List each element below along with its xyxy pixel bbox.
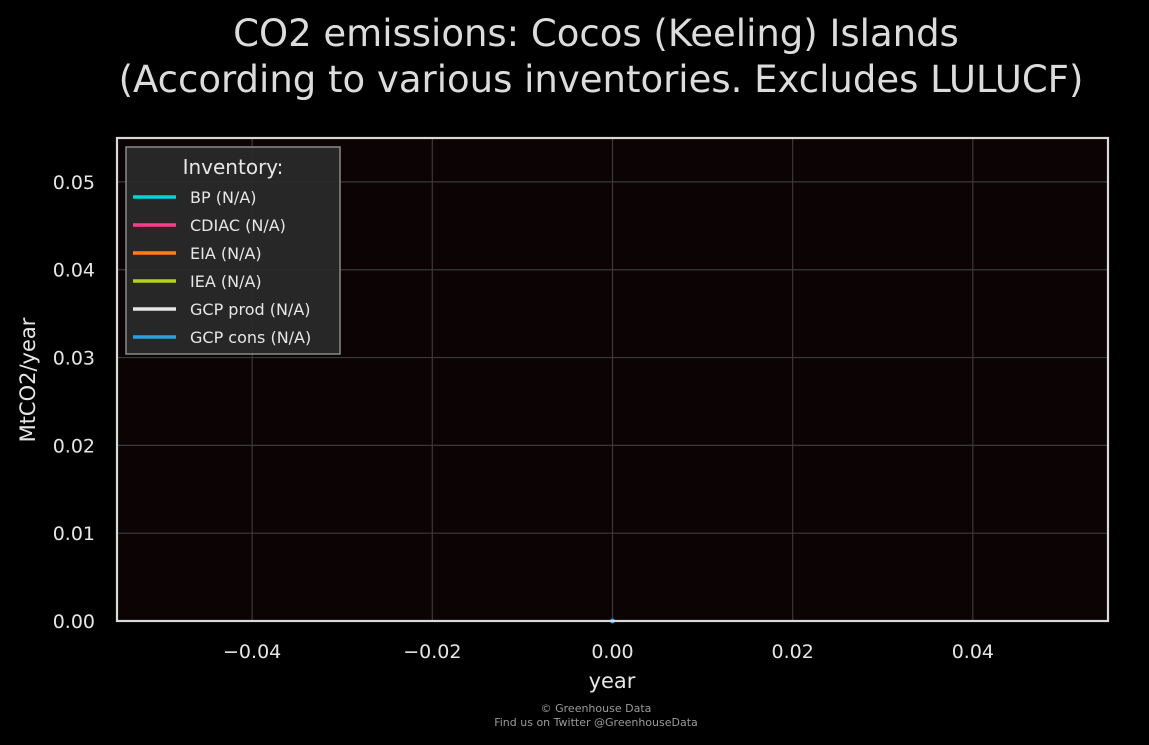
y-tick-labels: 0.00 0.01 0.02 0.03 0.04 0.05 <box>53 172 95 633</box>
legend-entry: CDIAC (N/A) <box>190 216 286 235</box>
chart-title: CO2 emissions: Cocos (Keeling) Islands <box>233 12 959 55</box>
legend: Inventory: BP (N/A) CDIAC (N/A) EIA (N/A) I… <box>125 146 341 355</box>
legend-box <box>125 146 341 355</box>
chart-subtitle: (According to various inventories. Exclu… <box>119 58 1084 101</box>
x-tick-label: 0.04 <box>952 641 994 663</box>
x-tick-label: 0.02 <box>772 641 814 663</box>
y-tick-label: 0.05 <box>53 172 95 194</box>
x-tick-label: −0.02 <box>403 641 461 663</box>
legend-entry: GCP prod (N/A) <box>190 300 311 319</box>
y-tick-label: 0.03 <box>53 348 95 370</box>
x-axis-label: year <box>589 669 636 693</box>
legend-entry: GCP cons (N/A) <box>190 328 311 347</box>
y-tick-label: 0.00 <box>53 611 95 633</box>
y-axis-label: MtCO2/year <box>16 317 40 442</box>
plot-frame <box>115 136 1110 623</box>
x-tick-label: −0.04 <box>223 641 281 663</box>
legend-title: Inventory: <box>183 155 284 179</box>
x-tick-labels: −0.04 −0.02 0.00 0.02 0.04 <box>223 641 994 663</box>
y-tick-label: 0.04 <box>53 260 95 282</box>
footer-twitter: Find us on Twitter @GreenhouseData <box>494 716 698 729</box>
legend-entry: EIA (N/A) <box>190 244 262 263</box>
legend-entry: IEA (N/A) <box>190 272 262 291</box>
y-tick-label: 0.02 <box>53 435 95 457</box>
grid <box>117 138 1108 622</box>
x-tick-label: 0.00 <box>591 641 633 663</box>
legend-entry: BP (N/A) <box>190 188 257 207</box>
footer-copyright: © Greenhouse Data <box>541 702 652 715</box>
y-tick-label: 0.01 <box>53 523 95 545</box>
